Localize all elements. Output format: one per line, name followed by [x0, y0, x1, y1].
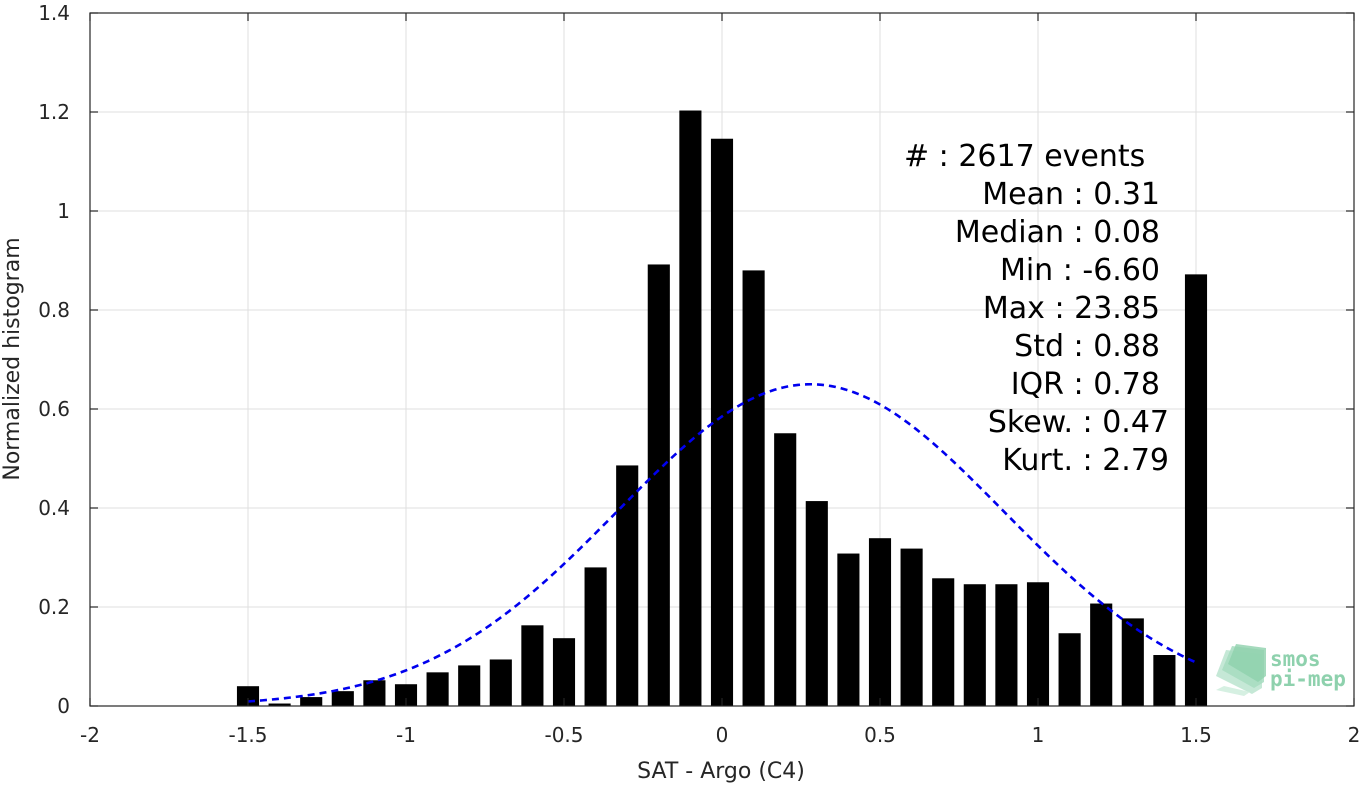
stats-mean: Mean : 0.31 [982, 177, 1160, 212]
stats-std: Std : 0.88 [1014, 329, 1160, 364]
x-tick-labels: -2 -1.5 -1 -0.5 0 0.5 1 1.5 2 [80, 723, 1360, 747]
x-tick-label: -1.5 [228, 723, 267, 747]
histogram-bar [900, 548, 923, 706]
x-tick-label: 1 [1032, 723, 1045, 747]
histogram-bar [458, 665, 481, 706]
stats-median: Median : 0.08 [955, 215, 1160, 250]
statistics-panel: # : 2617 events Mean : 0.31 Median : 0.0… [904, 139, 1169, 478]
y-tick-label: 0 [57, 694, 70, 718]
y-tick-label: 1 [57, 199, 70, 223]
histogram-bar [1090, 603, 1113, 706]
histogram-bar [805, 501, 828, 706]
stats-min: Min : -6.60 [1000, 253, 1160, 288]
x-tick-label: -0.5 [544, 723, 583, 747]
y-tick-labels: 0 0.2 0.4 0.6 0.8 1 1.2 1.4 [38, 1, 70, 718]
y-tick-label: 0.2 [38, 595, 70, 619]
x-tick-label: -1 [396, 723, 416, 747]
histogram-bar [774, 433, 797, 706]
histogram-bar [552, 638, 576, 706]
histogram-bar [710, 138, 734, 707]
axes-frame [89, 12, 1355, 707]
histogram-bar [837, 553, 860, 706]
logo-line-pimep: pi-mep [1270, 667, 1346, 691]
stats-events: # : 2617 events [904, 139, 1145, 174]
y-tick-label: 0.6 [38, 397, 70, 421]
histogram-bar [868, 538, 892, 706]
y-tick-label: 1.4 [38, 1, 70, 25]
histogram-bar [742, 270, 765, 706]
histogram-bar [521, 625, 544, 706]
histogram-bar [584, 567, 607, 706]
histogram-bar [1058, 633, 1081, 706]
histogram-bar [1153, 655, 1176, 706]
histogram-bars [236, 110, 1208, 707]
y-tick-label: 0.4 [38, 496, 70, 520]
stats-max: Max : 23.85 [983, 291, 1160, 326]
histogram-bar [616, 465, 639, 706]
stats-skewness: Skew. : 0.47 [988, 405, 1169, 440]
histogram-bar [394, 684, 418, 706]
histogram-bar [268, 703, 291, 706]
x-tick-label: 0.5 [864, 723, 896, 747]
histogram-bar [363, 680, 386, 706]
x-tick-label: -2 [80, 723, 100, 747]
x-tick-label: 0 [716, 723, 729, 747]
smos-pimep-logo: smos pi-mep [1216, 644, 1346, 696]
histogram-bar [489, 659, 512, 706]
histogram-bar [331, 691, 354, 706]
histogram-bar [679, 110, 702, 706]
histogram-bar [300, 697, 323, 706]
stats-kurtosis: Kurt. : 2.79 [1002, 443, 1169, 478]
histogram-bar [1184, 274, 1208, 706]
histogram-bar [932, 578, 955, 706]
x-axis-label: SAT - Argo (C4) [637, 759, 805, 784]
logo-line-smos: smos [1270, 647, 1321, 671]
histogram-bar [1121, 618, 1144, 706]
histogram-bar [647, 264, 670, 706]
gaussian-fit-curve [247, 382, 1197, 703]
x-tick-label: 1.5 [1180, 723, 1212, 747]
logo-wave-icon [1216, 644, 1266, 696]
stats-iqr: IQR : 0.78 [1011, 367, 1160, 402]
y-axis-label: Normalized histogram [0, 237, 25, 480]
histogram-bar [1026, 582, 1050, 706]
histogram-bar [963, 584, 986, 706]
y-tick-label: 0.8 [38, 298, 70, 322]
histogram-bar [995, 584, 1018, 706]
histogram-bar [426, 672, 449, 706]
y-tick-label: 1.2 [38, 100, 70, 124]
x-tick-label: 2 [1348, 723, 1361, 747]
